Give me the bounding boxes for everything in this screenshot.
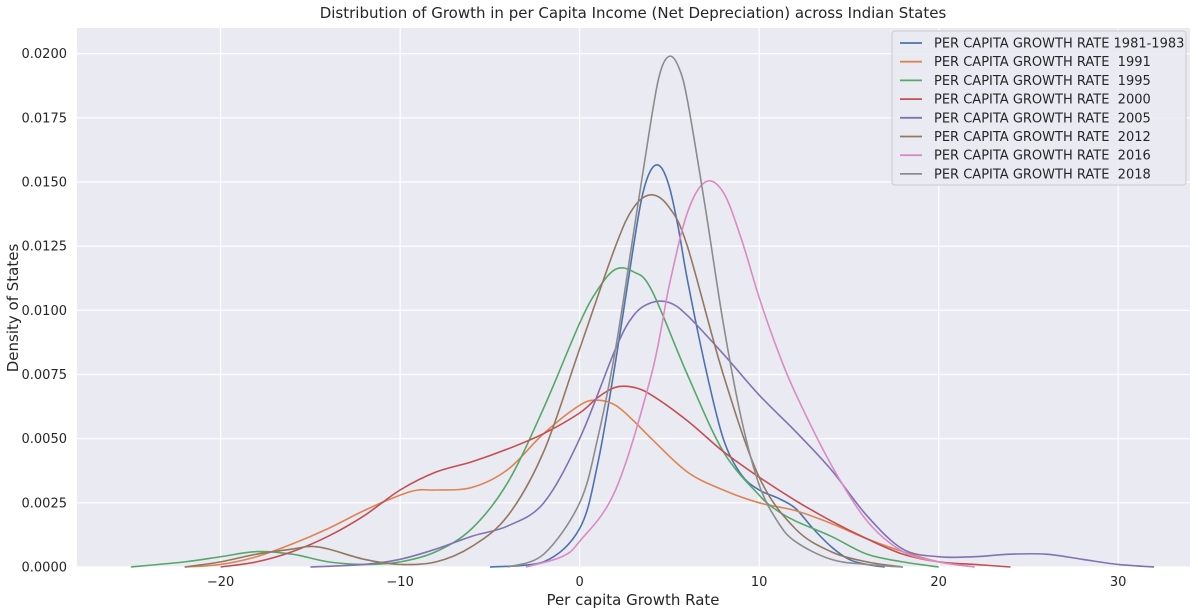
series-line-6 <box>525 180 975 568</box>
x-axis-ticks: −20 −10 0 10 20 30 <box>207 575 1127 590</box>
y-tick-label: 0.0050 <box>22 432 68 447</box>
grid-lines <box>77 28 1190 568</box>
y-tick-label: 0.0175 <box>22 111 68 126</box>
legend-item-label: PER CAPITA GROWTH RATE 2012 <box>934 130 1151 145</box>
x-axis-label: Per capita Growth Rate <box>546 591 719 609</box>
y-tick-label: 0.0125 <box>22 240 68 255</box>
series-line-0 <box>489 164 885 568</box>
legend-item-label: PER CAPITA GROWTH RATE 1981-1983 <box>934 37 1184 52</box>
y-tick-label: 0.0150 <box>22 176 68 191</box>
series-line-3 <box>220 385 1011 568</box>
legend-item-label: PER CAPITA GROWTH RATE 2005 <box>934 111 1151 126</box>
x-tick-label: 0 <box>576 575 584 590</box>
legend: PER CAPITA GROWTH RATE 1981-1983 PER CAPI… <box>891 30 1187 186</box>
chart-title: Distribution of Growth in per Capita Inc… <box>320 4 947 22</box>
series-line-4 <box>310 300 1155 568</box>
x-tick-label: −20 <box>207 575 234 590</box>
series-line-7 <box>507 55 903 568</box>
legend-item-label: PER CAPITA GROWTH RATE 1995 <box>934 74 1151 89</box>
series-line-5 <box>184 194 903 568</box>
series-line-2 <box>130 267 939 568</box>
legend-item-label: PER CAPITA GROWTH RATE 2000 <box>934 93 1151 108</box>
y-tick-label: 0.0075 <box>22 368 68 383</box>
legend-item-label: PER CAPITA GROWTH RATE 1991 <box>934 55 1151 70</box>
y-tick-label: 0.0100 <box>22 304 68 319</box>
legend-item-label: PER CAPITA GROWTH RATE 2016 <box>934 149 1151 164</box>
y-axis-label: Density of States <box>4 244 22 373</box>
y-tick-label: 0.0000 <box>22 561 68 576</box>
x-tick-label: 10 <box>751 575 768 590</box>
legend-box <box>891 30 1187 186</box>
x-tick-label: 20 <box>930 575 947 590</box>
series-line-1 <box>184 399 975 568</box>
y-axis-ticks: 0.0000 0.0025 0.0050 0.0075 0.0100 0.0125 0.01… <box>22 47 68 575</box>
x-tick-label: −10 <box>386 575 413 590</box>
x-tick-label: 30 <box>1110 575 1127 590</box>
y-tick-label: 0.0200 <box>22 47 68 62</box>
y-tick-label: 0.0025 <box>22 496 68 511</box>
legend-item-label: PER CAPITA GROWTH RATE 2018 <box>934 167 1151 182</box>
series-layer <box>130 55 1155 568</box>
